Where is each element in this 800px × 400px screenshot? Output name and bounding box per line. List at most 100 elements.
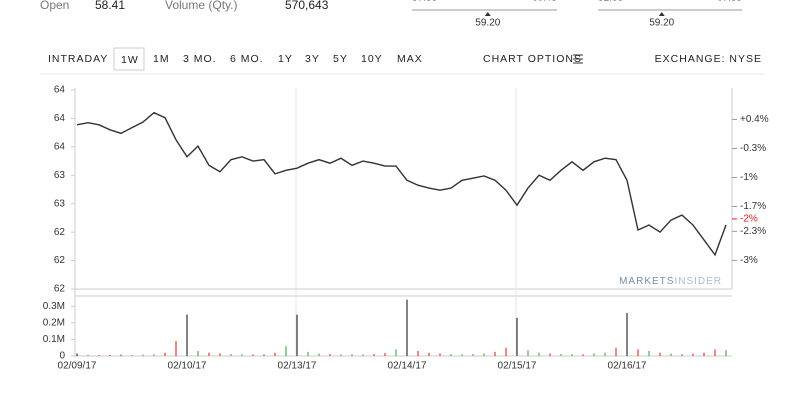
active-tab-box bbox=[113, 47, 145, 71]
volume-bar bbox=[604, 352, 606, 356]
frame bbox=[74, 88, 733, 357]
volume-bar bbox=[670, 353, 672, 356]
volume-bar bbox=[505, 347, 507, 356]
volume-bar bbox=[714, 349, 716, 356]
y-tick-label: 64 bbox=[54, 113, 66, 124]
volume-tick-label: 0.1M bbox=[43, 334, 65, 345]
x-tick-label: 02/10/17 bbox=[168, 361, 207, 372]
volume-bar bbox=[98, 355, 100, 356]
volume-bar bbox=[307, 351, 309, 356]
y-tick-label: 62 bbox=[54, 227, 66, 238]
tab[interactable]: 10Y bbox=[361, 53, 383, 65]
volume-bar bbox=[516, 317, 518, 356]
volume-bar bbox=[252, 354, 254, 356]
watermark-part: MARKETS bbox=[619, 276, 674, 287]
volume-bar bbox=[725, 350, 727, 356]
open-label: Open bbox=[40, 0, 69, 12]
volume-tick-label: 0.3M bbox=[43, 301, 65, 312]
volume-bar bbox=[340, 354, 342, 356]
volume-bar bbox=[692, 353, 694, 356]
volume-bar bbox=[560, 354, 562, 356]
chart-options[interactable]: CHART OPTIONS bbox=[483, 53, 582, 65]
y2-tick-label: +0.4% bbox=[740, 114, 769, 125]
active-tab[interactable]: 1W bbox=[121, 54, 139, 66]
tabs: INTRADAY 1W 1M 3 MO. 6 MO. 1Y 3Y 5Y 10Y MAX bbox=[48, 47, 423, 71]
tab[interactable]: 3 MO. bbox=[183, 53, 217, 65]
volume-bar bbox=[219, 353, 221, 356]
volume-tick-label: 0 bbox=[59, 351, 65, 362]
tab[interactable]: 1M bbox=[153, 53, 170, 65]
volume-bar bbox=[549, 353, 551, 356]
x-tick-label: 02/09/17 bbox=[58, 361, 97, 372]
open-value: 58.41 bbox=[95, 0, 125, 12]
volume-bar bbox=[406, 299, 408, 356]
y-tick-label: 62 bbox=[54, 284, 66, 295]
volume-bar bbox=[373, 354, 375, 356]
tab[interactable]: INTRADAY bbox=[48, 53, 108, 65]
range-marker bbox=[484, 12, 491, 16]
watermark: MARKETSINSIDER bbox=[619, 276, 722, 287]
x-tick-label: 02/14/17 bbox=[388, 361, 427, 372]
volume-value: 570,643 bbox=[285, 0, 329, 12]
tab[interactable]: 5Y bbox=[333, 53, 348, 65]
volume-bar bbox=[241, 354, 243, 356]
volume-bar bbox=[483, 353, 485, 356]
volume-bar bbox=[571, 354, 573, 356]
y2-tick-label: -1% bbox=[740, 172, 758, 183]
price-line bbox=[76, 111, 727, 257]
volume-bar bbox=[351, 354, 353, 356]
volume-bar bbox=[527, 350, 529, 356]
volume-bar bbox=[76, 353, 78, 356]
volume-label: Volume (Qty.) bbox=[165, 0, 237, 12]
volume-bar bbox=[615, 347, 617, 356]
volume-bar bbox=[472, 354, 474, 356]
volume-bar bbox=[131, 355, 133, 356]
volume-bar bbox=[494, 351, 496, 356]
volume-bar bbox=[538, 352, 540, 356]
volume-tick-label: 0.2M bbox=[43, 317, 65, 328]
menu-icon[interactable] bbox=[573, 54, 583, 64]
volume-bar bbox=[109, 354, 111, 356]
volume-bar bbox=[461, 354, 463, 356]
volume-bar bbox=[175, 341, 177, 356]
range-marker bbox=[658, 12, 665, 16]
volume-bar bbox=[87, 354, 89, 356]
volume-bar bbox=[417, 351, 419, 356]
x-tick-label: 02/15/17 bbox=[498, 361, 537, 372]
volume-bar bbox=[153, 354, 155, 356]
volume-bar bbox=[329, 354, 331, 356]
y-tick-label: 62 bbox=[54, 255, 66, 266]
y-tick-label: 64 bbox=[54, 85, 66, 96]
volume-bar bbox=[582, 354, 584, 356]
volume-bar bbox=[318, 353, 320, 356]
volume-bar bbox=[659, 352, 661, 356]
volume-bar bbox=[296, 314, 298, 356]
volume-bar bbox=[428, 352, 430, 356]
volume-bar bbox=[230, 354, 232, 356]
x-tick-label: 02/16/17 bbox=[608, 361, 647, 372]
volume-bar bbox=[362, 354, 364, 356]
x-tick-label: 02/13/17 bbox=[278, 361, 317, 372]
volume-bar bbox=[648, 351, 650, 356]
volume-bar bbox=[197, 351, 199, 356]
volume-bar bbox=[637, 349, 639, 356]
volume-bar bbox=[593, 353, 595, 356]
tab[interactable]: 1Y bbox=[278, 53, 293, 65]
volume-bar bbox=[450, 354, 452, 356]
exchange: EXCHANGE: NYSE bbox=[655, 53, 762, 65]
volume-bar bbox=[186, 314, 188, 356]
y-tick-label: 63 bbox=[54, 170, 66, 181]
tab[interactable]: MAX bbox=[397, 53, 423, 65]
y2-tick-label: -2.3% bbox=[740, 226, 766, 237]
range-current: 59.20 bbox=[649, 18, 674, 29]
tab[interactable]: 3Y bbox=[305, 53, 320, 65]
volume-bar bbox=[274, 352, 276, 356]
range-high: 60.45 bbox=[532, 0, 557, 4]
tab[interactable]: 6 MO. bbox=[230, 53, 264, 65]
range-low: 57.83 bbox=[412, 0, 437, 4]
range-high: 67.85 bbox=[717, 0, 742, 4]
y-tick-label: 63 bbox=[54, 198, 66, 209]
volume-bar bbox=[208, 352, 210, 356]
volume-bar bbox=[681, 354, 683, 356]
